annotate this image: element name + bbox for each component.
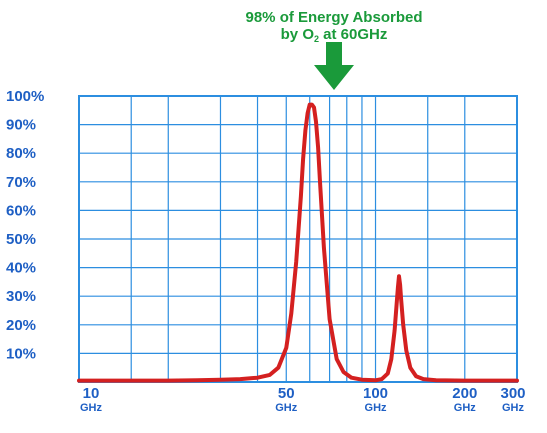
x-tick-unit-label: GHz	[502, 402, 525, 414]
x-tick-unit-label: GHz	[80, 402, 103, 414]
annotation-line-1: 98% of Energy Absorbed	[246, 9, 423, 26]
y-tick-label: 30%	[6, 288, 36, 305]
y-tick-label: 40%	[6, 260, 36, 277]
y-tick-label: 100%	[6, 88, 44, 105]
x-tick-unit-label: GHz	[275, 402, 298, 414]
x-tick-unit-label: GHz	[454, 402, 477, 414]
annotation-line-2-subscript: 2	[314, 34, 319, 44]
annotation-line-2-suffix: at 60GHz	[319, 26, 387, 43]
x-tick-unit-label: GHz	[365, 402, 388, 414]
plot-frame	[78, 95, 518, 383]
x-tick-label: 10	[83, 385, 100, 402]
x-tick-label: 200	[452, 385, 477, 402]
annotation-line-2: by O2 at 60GHz	[281, 26, 388, 44]
y-tick-label: 50%	[6, 231, 36, 248]
annotation-line-2-prefix: by O	[281, 26, 315, 43]
y-axis-tick-labels: 10% 20% 30% 40% 50% 60% 70% 80% 90% 100%	[6, 88, 44, 362]
x-tick-label: 50	[278, 385, 295, 402]
y-tick-label: 10%	[6, 345, 36, 362]
y-tick-label: 80%	[6, 145, 36, 162]
y-tick-label: 90%	[6, 117, 36, 134]
absorption-curve	[77, 102, 519, 383]
y-tick-label: 20%	[6, 317, 36, 334]
annotation-arrow-icon	[314, 42, 354, 90]
absorption-curve-layer	[77, 102, 519, 383]
y-tick-label: 60%	[6, 202, 36, 219]
x-tick-label: 300	[500, 385, 525, 402]
y-tick-label: 70%	[6, 174, 36, 191]
x-tick-label: 100	[363, 385, 388, 402]
